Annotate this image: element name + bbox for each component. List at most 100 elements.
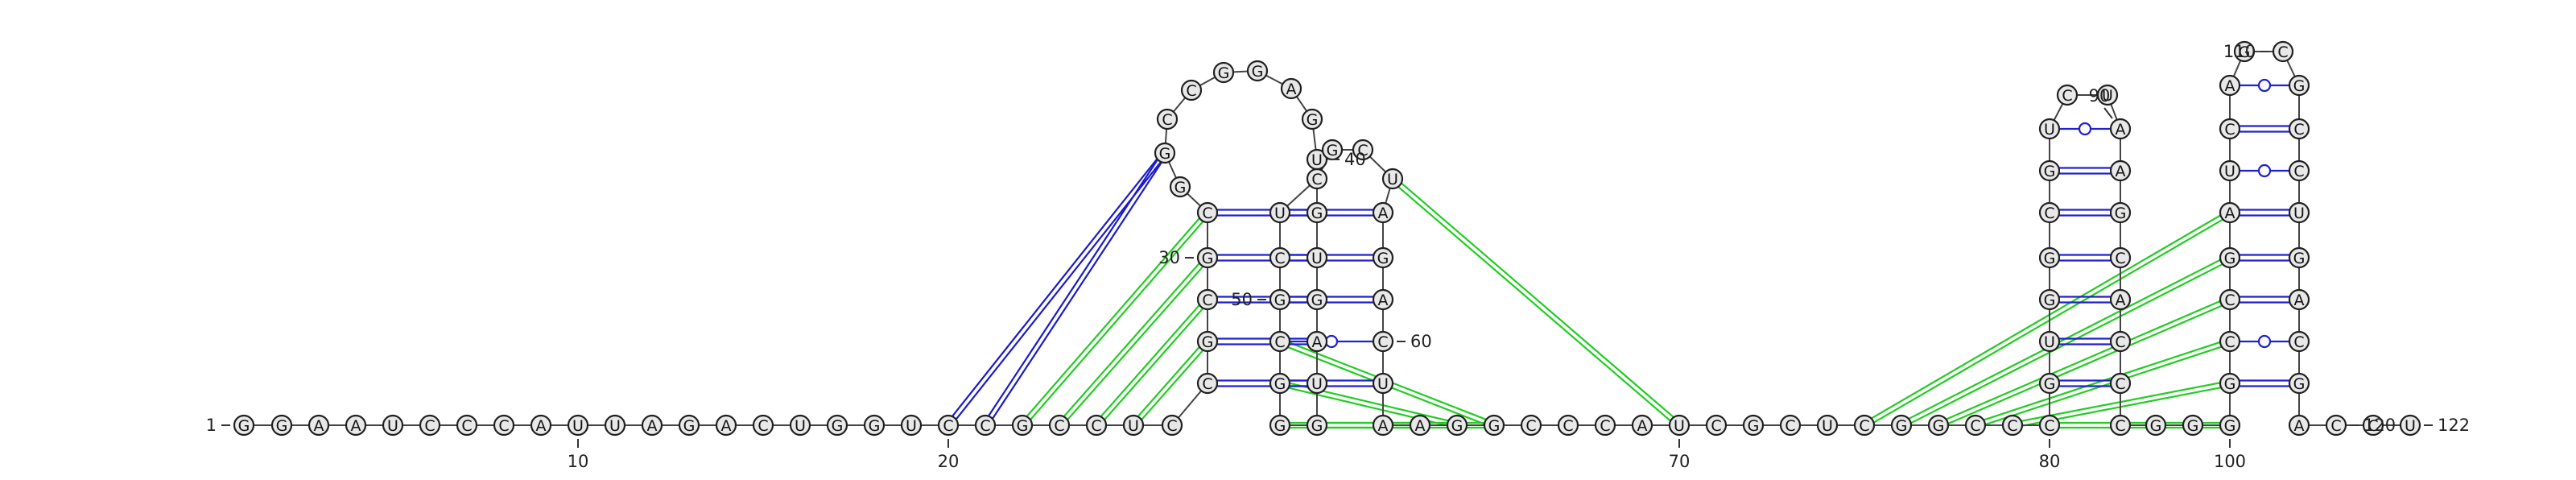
nucleotide: C: [1085, 414, 1108, 437]
svg-text:G: G: [2239, 43, 2251, 61]
svg-text:U: U: [1377, 375, 1389, 393]
nucleotide: G: [1246, 60, 1269, 82]
nucleotide: C: [974, 414, 997, 437]
position-label: 40: [1331, 150, 1366, 169]
nucleotide: U: [2038, 330, 2061, 353]
svg-text:G: G: [2293, 375, 2306, 393]
svg-text:U: U: [2224, 163, 2235, 180]
svg-text:G: G: [2044, 292, 2056, 309]
svg-text:G: G: [2044, 163, 2056, 180]
svg-text:60: 60: [1410, 332, 1432, 351]
svg-text:C: C: [2293, 333, 2304, 351]
svg-text:G: G: [2044, 375, 2056, 393]
nucleotide: C: [1048, 414, 1071, 437]
svg-text:G: G: [832, 417, 844, 435]
nucleotide: C: [2219, 118, 2241, 140]
svg-text:100: 100: [2214, 452, 2246, 471]
nucleotide: A: [1280, 77, 1302, 100]
canonical-pair: [2059, 379, 2111, 387]
nucleotide: G: [1446, 414, 1468, 437]
svg-text:G: G: [1252, 63, 1264, 81]
svg-text:50: 50: [1231, 290, 1253, 309]
nucleotide: C: [2288, 159, 2310, 182]
svg-text:C: C: [1274, 250, 1285, 267]
nucleotide: U: [604, 414, 626, 437]
svg-text:C: C: [2044, 205, 2054, 222]
svg-text:A: A: [2294, 292, 2305, 309]
nucleotide: A: [1372, 201, 1394, 224]
svg-text:U: U: [2044, 121, 2055, 139]
svg-text:G: G: [238, 417, 250, 435]
nucleotide: A: [2109, 159, 2132, 182]
svg-text:C: C: [2368, 417, 2378, 435]
nucleotide: A: [1372, 288, 1394, 311]
svg-text:C: C: [2115, 333, 2125, 351]
svg-text:C: C: [2224, 333, 2235, 351]
canonical-pair: [1290, 379, 1373, 387]
svg-text:C: C: [1600, 417, 1610, 435]
canonical-pair: [2240, 125, 2289, 133]
nucleotide: C: [419, 414, 441, 437]
svg-text:U: U: [1311, 250, 1323, 267]
svg-text:G: G: [1218, 64, 1230, 82]
svg-text:G: G: [2293, 77, 2306, 95]
nucleotide: U: [900, 414, 923, 437]
svg-text:U: U: [1311, 151, 1323, 169]
svg-text:U: U: [2293, 205, 2305, 222]
nucleotide: G: [1154, 142, 1176, 164]
nucleotide: A: [2219, 201, 2241, 224]
nucleotide: G: [1196, 246, 1219, 269]
nucleotide: U: [1668, 414, 1690, 437]
pseudoknot-link: [1390, 176, 1682, 428]
nucleotide: A: [1409, 414, 1431, 437]
svg-text:A: A: [2116, 121, 2126, 139]
svg-text:C: C: [1274, 333, 1285, 351]
position-label: 70: [1669, 439, 1690, 471]
svg-text:G: G: [1017, 417, 1029, 435]
nucleotide: A: [2288, 288, 2310, 311]
svg-text:C: C: [1091, 417, 1101, 435]
canonical-pair: [2240, 209, 2289, 217]
svg-text:20: 20: [938, 452, 960, 471]
nucleotide: C: [2219, 288, 2241, 311]
nucleotide: C: [2056, 84, 2079, 106]
svg-text:G: G: [1274, 292, 1286, 309]
nucleotide: G: [1742, 414, 1765, 437]
svg-text:G: G: [1377, 250, 1389, 267]
svg-text:A: A: [2116, 292, 2126, 309]
svg-text:G: G: [1202, 333, 1214, 351]
nucleotide: G: [1196, 330, 1219, 353]
nucleotide: C: [1853, 414, 1876, 437]
canonical-pair: [2059, 167, 2111, 175]
nucleotide: C: [1269, 246, 1291, 269]
svg-text:C: C: [980, 417, 990, 435]
svg-text:C: C: [2062, 87, 2072, 105]
nucleotide: G: [2219, 414, 2241, 437]
nucleotide: U: [2399, 414, 2421, 437]
nucleotide: C: [2362, 414, 2384, 437]
nucleotide: G: [1269, 372, 1291, 395]
nucleotide: A: [2288, 414, 2310, 437]
nucleotide: C: [1269, 330, 1291, 353]
nucleotide: U: [2038, 118, 2061, 140]
position-label: 90: [2089, 86, 2113, 119]
nucleotide: G: [1269, 414, 1291, 437]
nucleotide: G: [1011, 414, 1034, 437]
svg-text:A: A: [536, 417, 547, 435]
svg-text:A: A: [1312, 333, 1323, 351]
svg-text:30: 30: [1158, 248, 1180, 267]
wobble-pair: [2240, 163, 2289, 178]
nucleotide: C: [1196, 288, 1219, 311]
nucleotide: G: [2038, 159, 2061, 182]
svg-text:C: C: [2115, 375, 2125, 393]
svg-text:G: G: [1311, 417, 1323, 435]
nucleotide: G: [270, 414, 293, 437]
svg-text:40: 40: [1344, 150, 1366, 169]
nucleotide: G: [678, 414, 700, 437]
svg-text:C: C: [1785, 417, 1795, 435]
svg-text:G: G: [683, 417, 696, 435]
nucleotide: G: [1269, 288, 1291, 311]
canonical-pair: [2059, 337, 2111, 346]
nucleotide: G: [1301, 108, 1323, 130]
